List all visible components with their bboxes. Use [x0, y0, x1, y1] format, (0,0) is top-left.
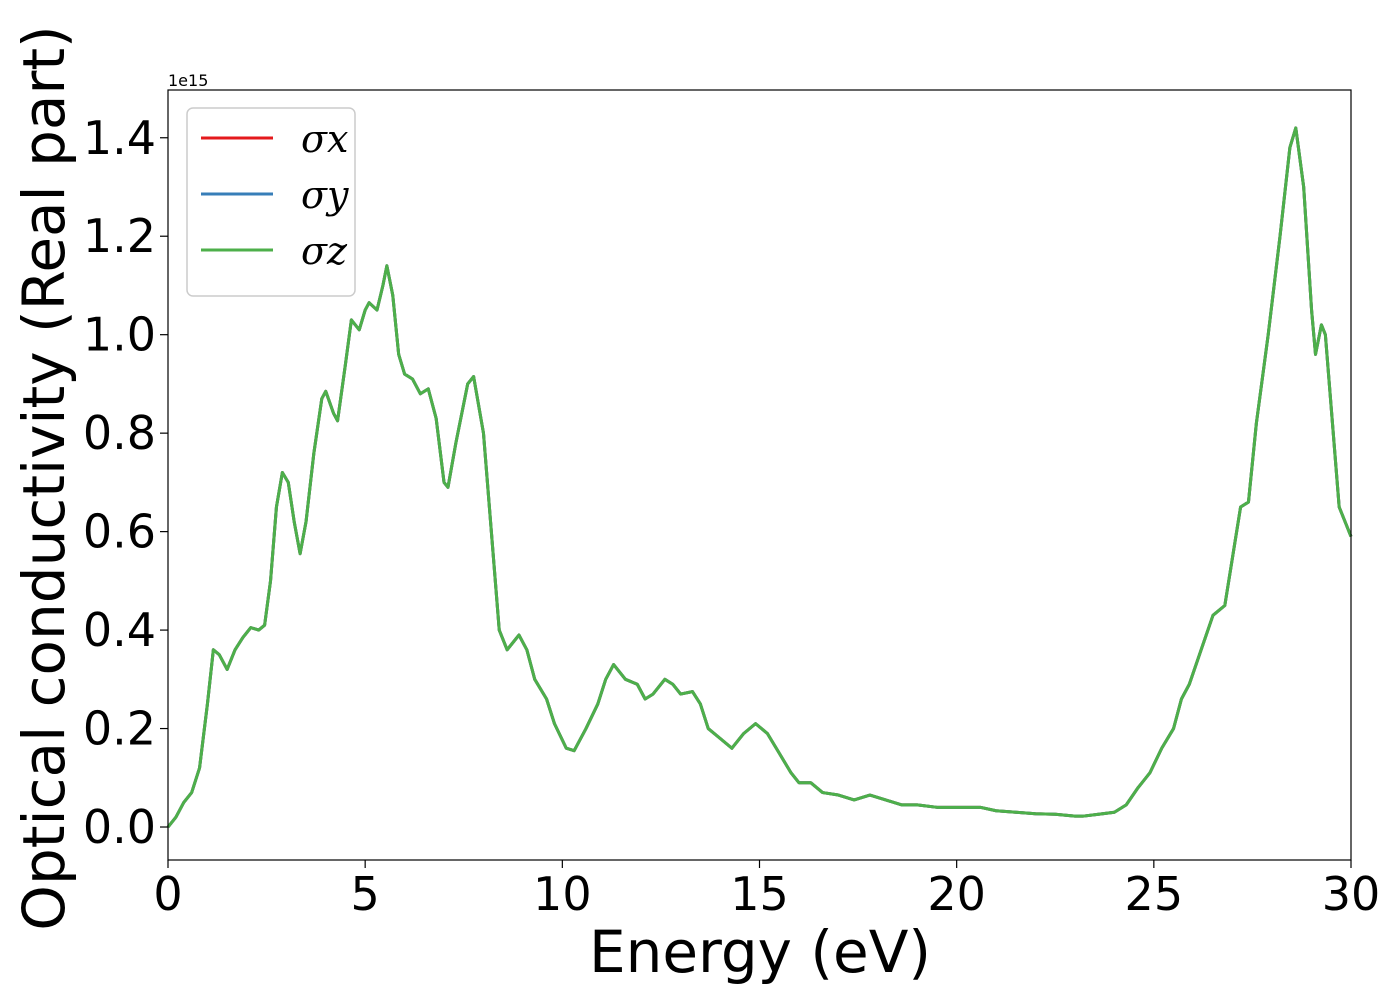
legend: σx σy σz [186, 107, 356, 297]
y-axis-label: Optical conductivity (Real part) [10, 25, 78, 930]
y-tick-label: 0.6 [83, 505, 156, 559]
legend-label: σy [301, 173, 349, 217]
x-tick-label: 5 [351, 867, 380, 921]
plot-frame [167, 89, 1352, 861]
x-tick-label: 20 [927, 867, 986, 921]
y-tick-label: 1.0 [83, 308, 156, 362]
x-tick-label: 30 [1322, 867, 1381, 921]
series-line [166, 126, 1353, 828]
y-tick-label: 0.4 [83, 603, 156, 657]
y-tick-label: 1.2 [83, 209, 156, 263]
y-tick-label: 0.8 [83, 406, 156, 460]
x-axis-label: Energy (eV) [589, 918, 931, 986]
y-tick-label: 0.2 [83, 702, 156, 756]
legend-label: σz [301, 229, 348, 273]
x-tick-label: 10 [533, 867, 592, 921]
legend-label: σx [301, 117, 348, 161]
x-tick-label: 0 [153, 867, 182, 921]
y-tick-label: 1.4 [83, 111, 156, 165]
offset-label: 1e15 [168, 71, 208, 90]
x-tick-label: 25 [1125, 867, 1184, 921]
y-tick-label: 0.0 [83, 800, 156, 854]
x-tick-label: 15 [730, 867, 789, 921]
